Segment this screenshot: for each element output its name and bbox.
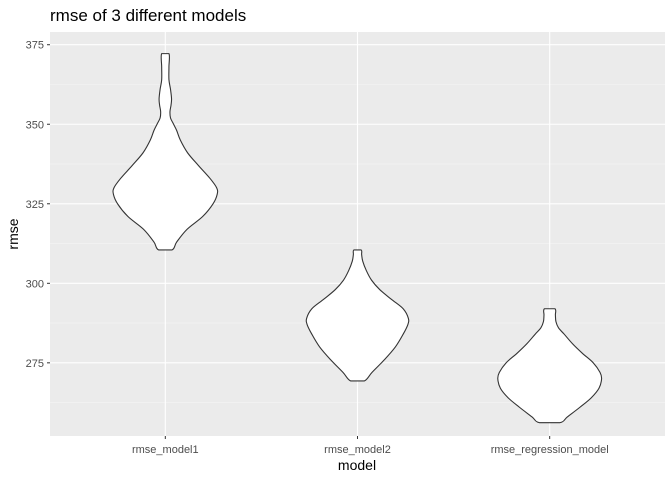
x-axis-title: model xyxy=(338,457,376,473)
violins xyxy=(112,53,603,424)
y-axis-title: rmse xyxy=(5,218,21,249)
violin-rmse-model1 xyxy=(112,53,219,251)
y-tick-label: 275 xyxy=(26,358,44,370)
y-tick-label: 350 xyxy=(26,119,44,131)
violin-rmse-regression-model xyxy=(497,308,603,424)
y-tick-label: 300 xyxy=(26,278,44,290)
y-tick-label: 375 xyxy=(26,40,44,52)
y-tick-label: 325 xyxy=(26,199,44,211)
y-axis: 275 300 325 350 375 xyxy=(26,40,50,370)
x-tick-label: rmse_model2 xyxy=(324,444,391,456)
x-tick-label: rmse_model1 xyxy=(132,444,199,456)
x-axis: rmse_model1 rmse_model2 rmse_regression_mo… xyxy=(132,436,609,456)
x-tick-label: rmse_regression_model xyxy=(491,444,609,456)
violin-rmse-model2 xyxy=(305,249,410,382)
chart-title: rmse of 3 different models xyxy=(50,6,246,25)
